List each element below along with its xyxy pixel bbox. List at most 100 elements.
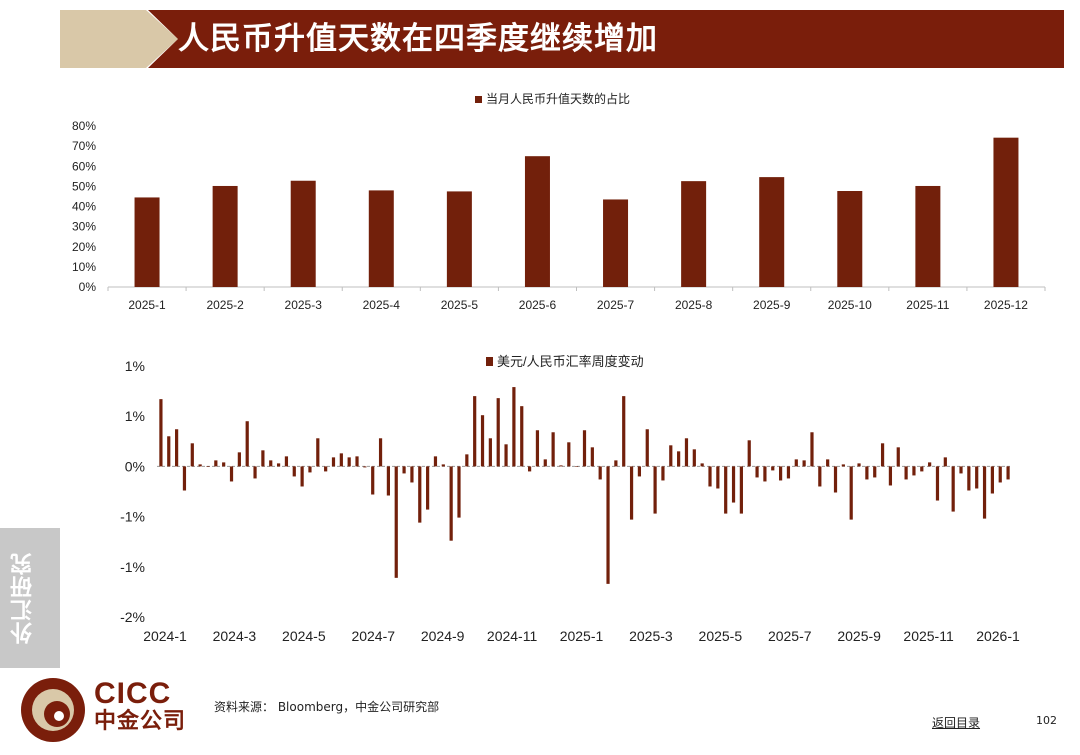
bar (681, 181, 707, 287)
bar (386, 466, 390, 496)
bar (182, 466, 187, 491)
x-tick-label: 2025-8 (675, 298, 713, 312)
bar (759, 177, 785, 287)
cicc-logo-icon (21, 678, 85, 742)
bar (368, 190, 394, 287)
bar (300, 466, 304, 487)
back-to-contents-link[interactable]: 返回目录 (932, 716, 981, 730)
bar (504, 444, 508, 467)
bar (935, 466, 940, 501)
x-tick-label: 2025-11 (903, 628, 954, 644)
bar (567, 442, 571, 467)
bar (794, 459, 798, 467)
bar (598, 466, 602, 480)
y-tick-label: 40% (72, 200, 96, 214)
bar (190, 443, 194, 467)
bar (394, 466, 398, 578)
x-tick-label: 2025-12 (984, 298, 1028, 312)
bar (175, 429, 179, 467)
x-tick-label: 2025-7 (768, 628, 812, 644)
y-tick-label: 60% (72, 159, 96, 173)
bar (371, 466, 375, 495)
bar (520, 406, 524, 467)
bar (222, 462, 226, 467)
bar (837, 191, 863, 287)
logo-text-cn: 中金公司 (94, 709, 187, 734)
bar (212, 185, 238, 287)
bar (363, 466, 367, 468)
y-tick-label: 30% (72, 220, 96, 234)
x-tick-label: 2025-5 (441, 298, 479, 312)
bar (433, 456, 438, 467)
bar (982, 466, 987, 519)
bar (849, 466, 853, 520)
source-note: 资料来源： Bloomberg，中金公司研究部 (214, 700, 440, 714)
bar (524, 156, 550, 287)
sidebar-label: 外汇研究 (11, 552, 36, 644)
bar (480, 415, 485, 467)
bar (920, 466, 924, 472)
bar (684, 438, 689, 467)
y-tick-label: -1% (120, 559, 145, 575)
bar (449, 466, 453, 541)
x-tick-label: 2025-2 (206, 298, 244, 312)
bar (841, 464, 845, 467)
y-tick-label: 50% (72, 179, 96, 193)
bar (629, 466, 634, 520)
bar (214, 460, 218, 467)
bar (692, 449, 696, 467)
bar (245, 421, 249, 467)
y-tick-label: -1% (120, 509, 145, 525)
bar (637, 466, 642, 477)
bar (324, 466, 328, 472)
page-number: 102 (1036, 714, 1057, 727)
bar (928, 462, 932, 467)
x-tick-label: 2025-11 (906, 298, 949, 312)
bar (912, 466, 916, 476)
bar (527, 466, 532, 472)
bar (763, 466, 767, 482)
y-tick-label: 1% (125, 408, 145, 424)
bar (990, 466, 994, 494)
bar (418, 466, 422, 523)
bar (873, 466, 877, 478)
x-tick-label: 2025-3 (629, 628, 673, 644)
bar (582, 430, 587, 467)
bar (446, 191, 472, 287)
bar (535, 430, 540, 467)
x-tick-label: 2025-3 (285, 298, 323, 312)
bar (457, 466, 461, 518)
bar (818, 466, 822, 487)
bar (134, 197, 160, 287)
x-tick-label: 2024-3 (213, 628, 257, 644)
header-chevron (60, 10, 178, 68)
x-tick-label: 2025-1 (560, 628, 604, 644)
bar (865, 466, 869, 480)
x-tick-label: 2025-9 (837, 628, 881, 644)
bar (512, 387, 516, 467)
y-tick-label: 0% (125, 458, 145, 474)
x-tick-label: 2025-4 (363, 298, 401, 312)
bar (833, 466, 838, 493)
legend-label: 美元/人民币汇率周度变动 (497, 354, 644, 369)
bar (551, 432, 555, 467)
bar (410, 466, 414, 483)
bar (802, 460, 806, 467)
x-tick-label: 2024-9 (421, 628, 465, 644)
bar (347, 457, 351, 467)
bar (810, 432, 814, 467)
bar (915, 185, 941, 287)
bar (316, 438, 320, 467)
bar (402, 466, 406, 474)
bar (339, 453, 343, 467)
x-tick-label: 2024-1 (143, 628, 187, 644)
bar (669, 445, 673, 467)
bar (951, 466, 955, 512)
bar (465, 454, 469, 467)
bar (590, 447, 594, 467)
x-tick-label: 2025-10 (828, 298, 872, 312)
bar (237, 452, 241, 467)
bar (206, 466, 210, 467)
x-tick-label: 2026-1 (976, 628, 1020, 644)
bar (959, 466, 963, 474)
